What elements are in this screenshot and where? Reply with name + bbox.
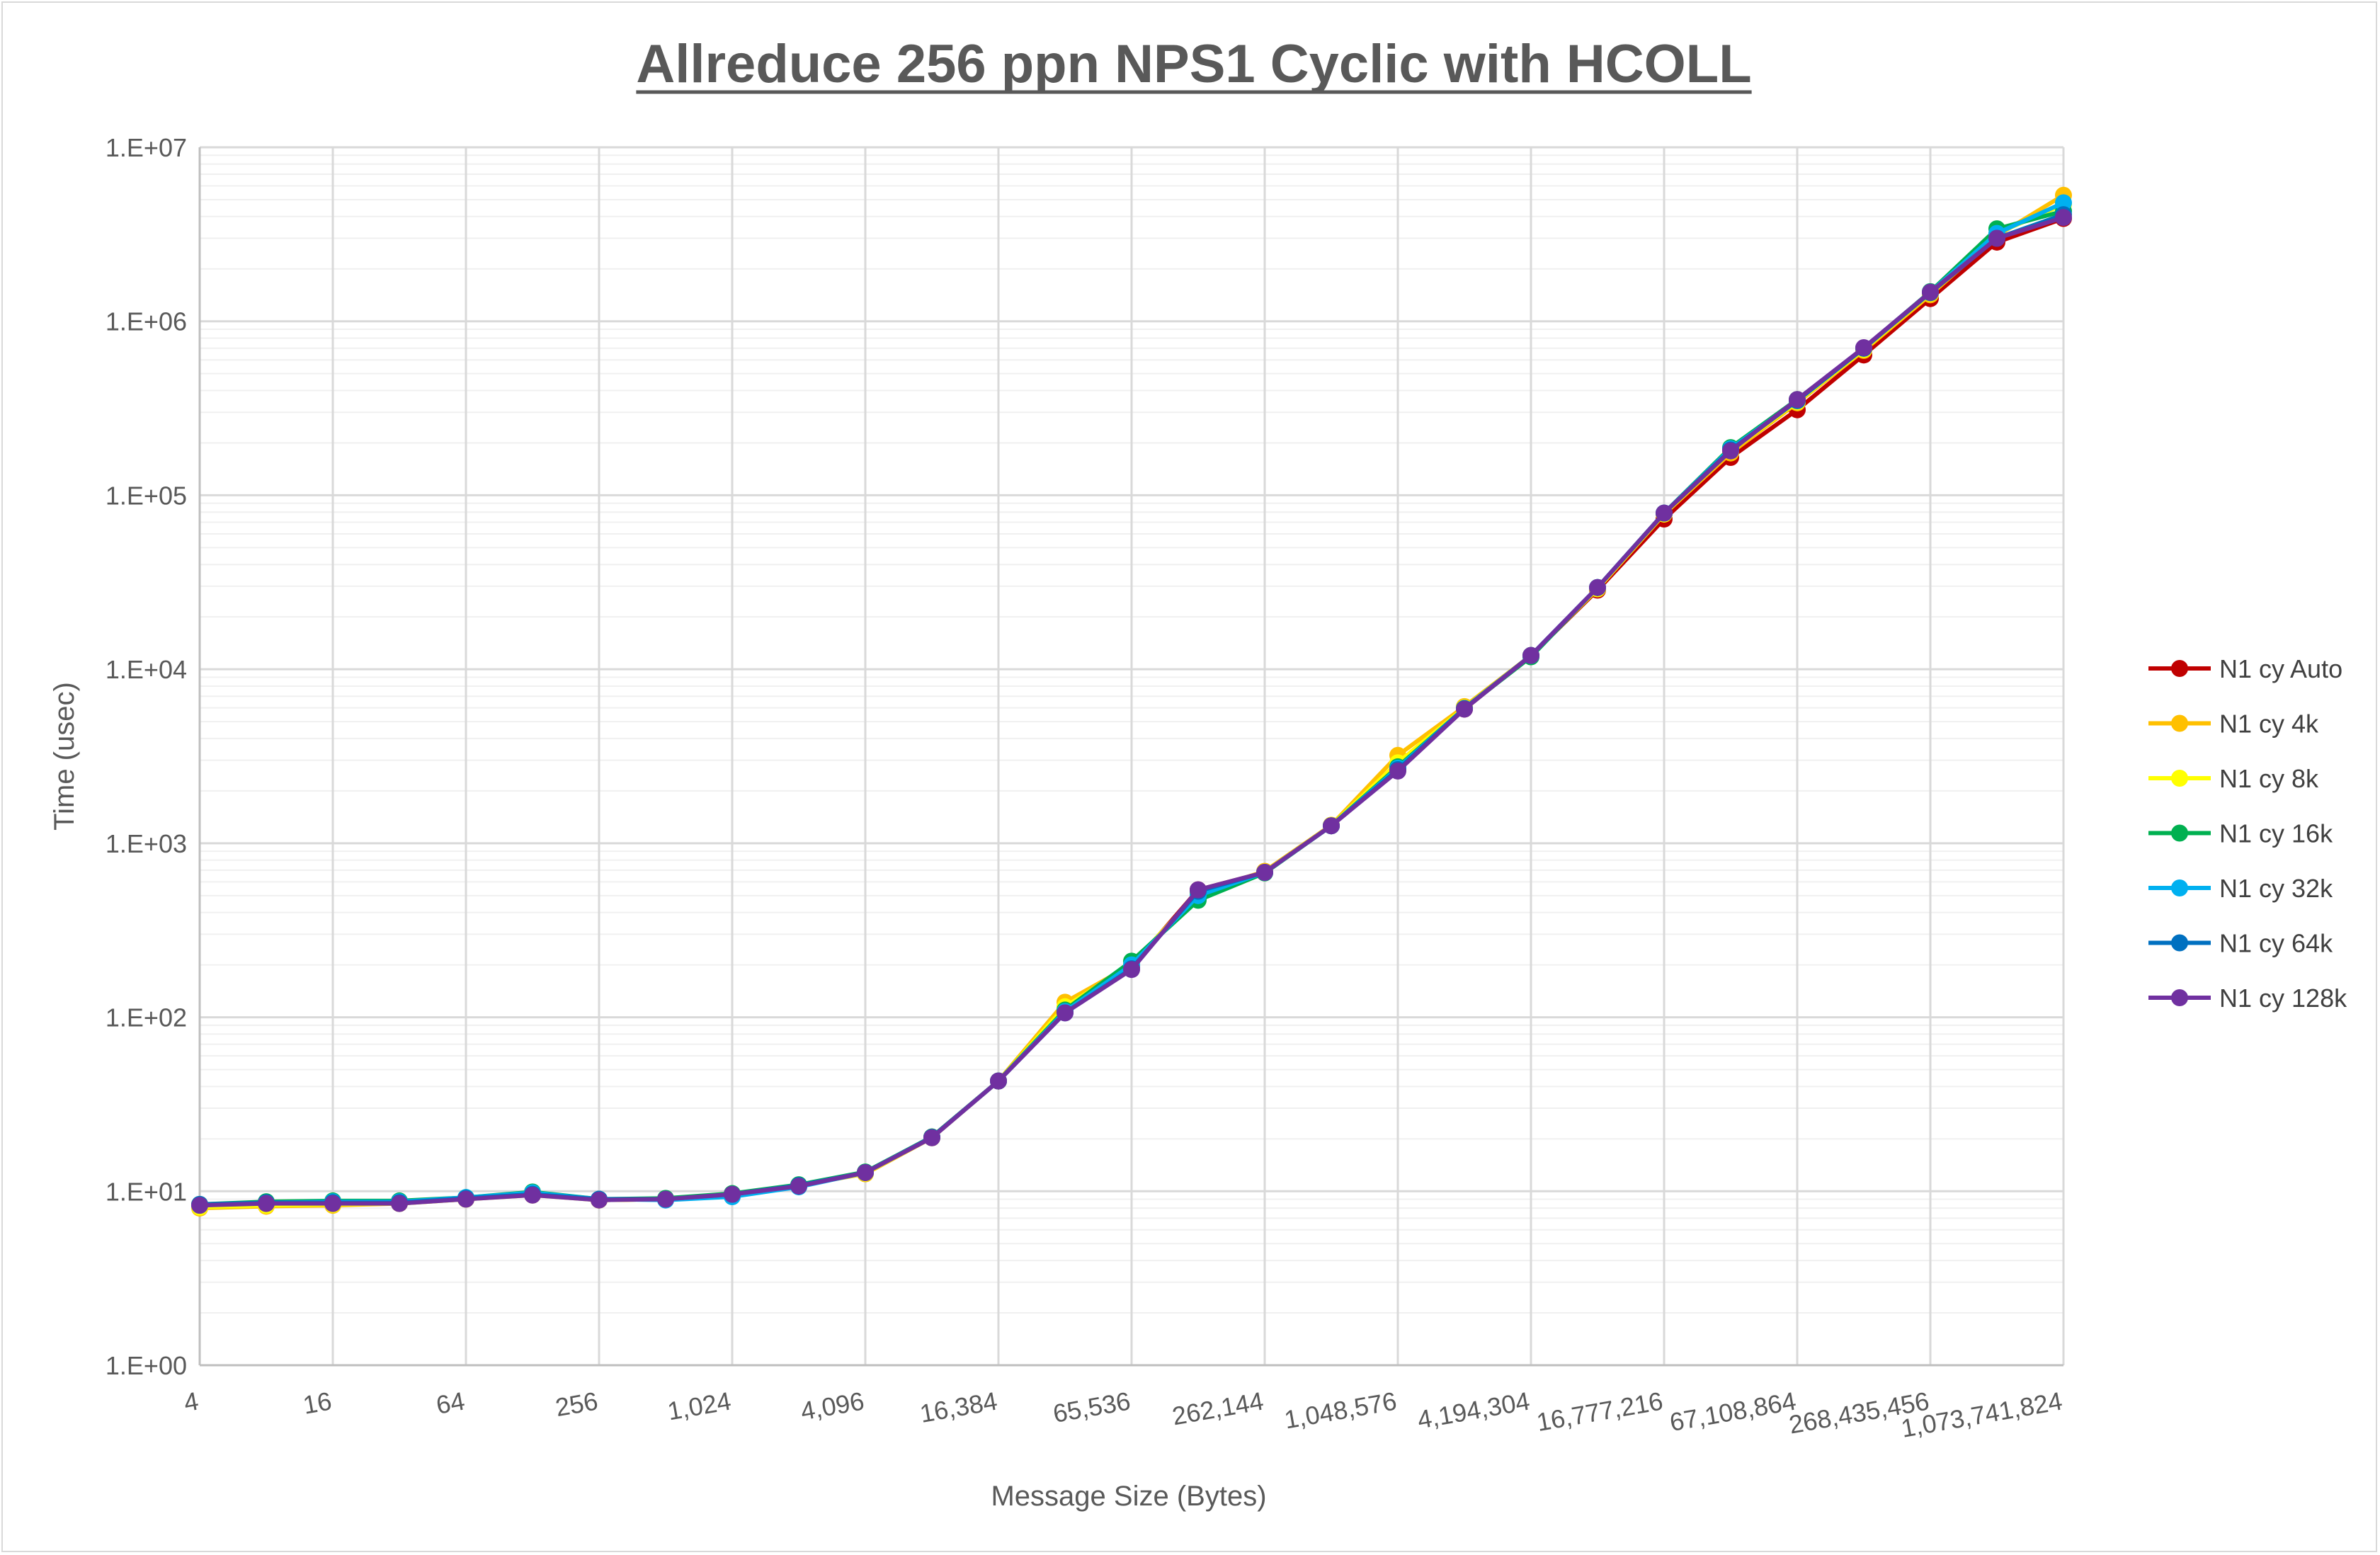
legend-label: N1 cy 32k xyxy=(2219,874,2333,903)
data-point xyxy=(990,1072,1007,1090)
data-point xyxy=(1323,817,1340,835)
y-axis-title: Time (usec) xyxy=(49,682,80,831)
series-layer xyxy=(191,186,2072,1217)
x-tick-label: 65,536 xyxy=(1051,1386,1133,1428)
x-axis-title: Message Size (Bytes) xyxy=(991,1481,1266,1512)
x-tick-label: 64 xyxy=(434,1386,467,1420)
data-point xyxy=(1656,504,1673,522)
x-tick-label: 4,194,304 xyxy=(1416,1386,1532,1435)
data-point xyxy=(1057,1004,1074,1022)
x-tick-label: 4 xyxy=(182,1386,201,1418)
legend-swatch-marker xyxy=(2171,989,2188,1006)
x-tick-label: 67,108,864 xyxy=(1668,1386,1799,1437)
x-tick-label: 262,144 xyxy=(1170,1386,1265,1431)
y-tick-label: 1.E+02 xyxy=(106,1003,187,1032)
data-point xyxy=(790,1178,807,1195)
legend-label: N1 cy 8k xyxy=(2219,764,2319,793)
data-point xyxy=(1256,864,1273,882)
data-point xyxy=(657,1190,674,1208)
data-point xyxy=(1722,442,1739,460)
y-tick-labels: 1.E+00 1.E+01 1.E+02 1.E+03 1.E+04 1.E+05 1.E+… xyxy=(106,133,187,1380)
data-point xyxy=(857,1163,874,1181)
data-point xyxy=(1855,339,1872,357)
data-point xyxy=(258,1195,275,1212)
x-tick-label: 16,777,216 xyxy=(1535,1386,1666,1437)
legend-label: N1 cy 64k xyxy=(2219,929,2333,958)
data-point xyxy=(191,1197,208,1214)
x-tick-label: 4,096 xyxy=(799,1386,867,1426)
y-tick-label: 1.E+01 xyxy=(106,1177,187,1206)
data-point xyxy=(1922,283,1939,301)
legend-swatch-marker xyxy=(2171,770,2188,787)
data-point xyxy=(724,1185,741,1203)
data-point xyxy=(1589,579,1606,596)
data-point xyxy=(1190,881,1207,899)
legend-label: N1 cy 4k xyxy=(2219,710,2319,739)
legend-swatch-marker xyxy=(2171,660,2188,677)
data-point xyxy=(524,1186,541,1204)
legend-swatch-marker xyxy=(2171,714,2188,732)
legend-swatch-marker xyxy=(2171,824,2188,842)
chart-svg: Allreduce 256 ppn NPS1 Cyclic with HCOLL… xyxy=(49,34,2347,1512)
data-point xyxy=(1389,762,1406,780)
legend-label: N1 cy Auto xyxy=(2219,654,2342,683)
data-point xyxy=(2055,209,2072,227)
legend-swatch-marker xyxy=(2171,879,2188,896)
legend-label: N1 cy 16k xyxy=(2219,819,2333,848)
data-point xyxy=(1456,700,1473,718)
x-tick-label: 256 xyxy=(553,1386,600,1423)
data-point xyxy=(1522,647,1539,664)
x-tick-labels: 4 16 64 256 1,024 4,096 16,384 65,536 262,144 1,0… xyxy=(182,1386,2065,1443)
chart-title: Allreduce 256 ppn NPS1 Cyclic with HCOLL xyxy=(636,34,1751,94)
y-tick-label: 1.E+00 xyxy=(106,1351,187,1380)
x-tick-label: 16 xyxy=(301,1386,334,1420)
data-point xyxy=(923,1129,940,1146)
grid-layer xyxy=(198,146,2065,1367)
x-tick-label: 1,024 xyxy=(666,1386,734,1426)
data-point xyxy=(391,1195,408,1212)
y-tick-label: 1.E+05 xyxy=(106,481,187,510)
legend: N1 cy Auto N1 cy 4k N1 cy 8k N1 cy 16k N1 cy… xyxy=(2148,654,2347,1013)
data-point xyxy=(457,1190,474,1208)
data-point xyxy=(1988,229,2005,247)
x-tick-label: 1,048,576 xyxy=(1282,1386,1399,1435)
y-tick-label: 1.E+03 xyxy=(106,829,187,858)
legend-label: N1 cy 128k xyxy=(2219,984,2347,1013)
y-tick-label: 1.E+07 xyxy=(106,133,187,162)
data-point xyxy=(1789,391,1806,409)
x-tick-label: 16,384 xyxy=(918,1386,1000,1428)
data-point xyxy=(2055,194,2072,212)
y-tick-label: 1.E+06 xyxy=(106,307,187,336)
axes-layer xyxy=(198,147,2063,1367)
y-tick-label: 1.E+04 xyxy=(106,655,187,684)
legend-swatch-marker xyxy=(2171,934,2188,952)
data-point xyxy=(1123,961,1140,979)
data-point xyxy=(324,1195,341,1212)
data-point xyxy=(591,1191,608,1209)
